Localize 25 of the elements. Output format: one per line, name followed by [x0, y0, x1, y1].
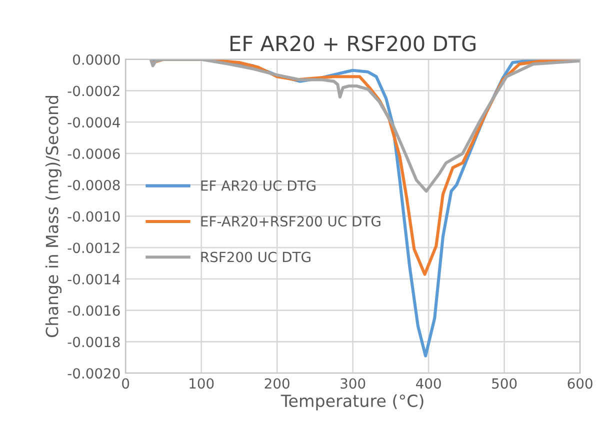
x-tick-label: 500	[492, 378, 517, 389]
y-tick-label: -0.0002	[68, 86, 120, 96]
legend-label: EF AR20 UC DTG	[201, 180, 316, 191]
y-tick-label: -0.0006	[68, 148, 120, 159]
y-tick-label: -0.0010	[68, 211, 120, 222]
x-tick-label: 0	[122, 378, 130, 389]
legend-label: EF-AR20+RSF200 UC DTG	[201, 216, 380, 227]
chart-title: EF AR20 + RSF200 DTG	[230, 36, 476, 52]
line-series	[150, 59, 580, 193]
x-tick-label: 400	[416, 378, 441, 389]
y-tick-label: -0.0020	[68, 368, 120, 379]
y-tick-label: -0.0012	[68, 242, 120, 254]
x-axis-title: Temperature (°C)	[280, 394, 424, 410]
x-tick-label: 300	[340, 378, 366, 389]
x-tick-label: 200	[264, 378, 290, 389]
y-tick-label: 0.0000	[73, 54, 120, 65]
y-tick-label: -0.0008	[68, 180, 120, 190]
y-tick-label: -0.0014	[68, 274, 120, 284]
x-tick-label: 600	[568, 378, 592, 389]
y-axis-title: Change in Mass (mg)/Second	[45, 96, 62, 338]
y-tick-label: -0.0016	[68, 305, 120, 316]
x-tick-label: 100	[190, 378, 214, 389]
y-tick-label: -0.0004	[68, 117, 120, 128]
y-tick-label: -0.0018	[68, 336, 120, 348]
legend-label: RSF200 UC DTG	[201, 252, 310, 262]
